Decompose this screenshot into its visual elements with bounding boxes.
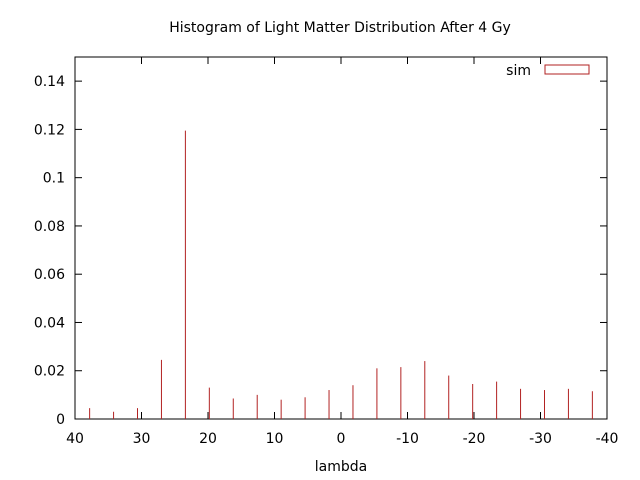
x-tick-label: -10 — [396, 431, 419, 447]
x-tick-label: 20 — [199, 431, 217, 447]
x-tick-label: 0 — [337, 431, 346, 447]
y-tick-label: 0.14 — [34, 74, 65, 90]
axis-ticks: 40 30 20 10 0 -10 -20 -30 -40 0 0.02 0.04 0.06 0.08 0.… — [34, 57, 619, 447]
legend-label-sim: sim — [506, 63, 531, 79]
plot-frame — [74, 56, 608, 420]
x-axis-label: lambda — [315, 459, 367, 475]
x-tick-label: -30 — [529, 431, 552, 447]
chart-title: Histogram of Light Matter Distribution A… — [169, 20, 511, 36]
x-tick-label: -40 — [596, 431, 619, 447]
y-tick-label: 0.02 — [34, 364, 65, 380]
x-tick-label: 10 — [266, 431, 284, 447]
y-tick-label: 0.06 — [34, 267, 65, 283]
y-tick-label: 0.04 — [34, 315, 65, 331]
bars — [89, 130, 593, 419]
y-tick-label: 0 — [56, 412, 65, 428]
x-tick-label: 40 — [66, 431, 84, 447]
y-tick-label: 0.12 — [34, 122, 65, 138]
y-tick-label: 0.08 — [34, 219, 65, 235]
legend: sim — [506, 63, 590, 79]
x-tick-label: 30 — [133, 431, 151, 447]
x-tick-label: -20 — [463, 431, 486, 447]
legend-swatch-sim — [544, 64, 590, 75]
y-tick-label: 0.1 — [43, 171, 65, 187]
